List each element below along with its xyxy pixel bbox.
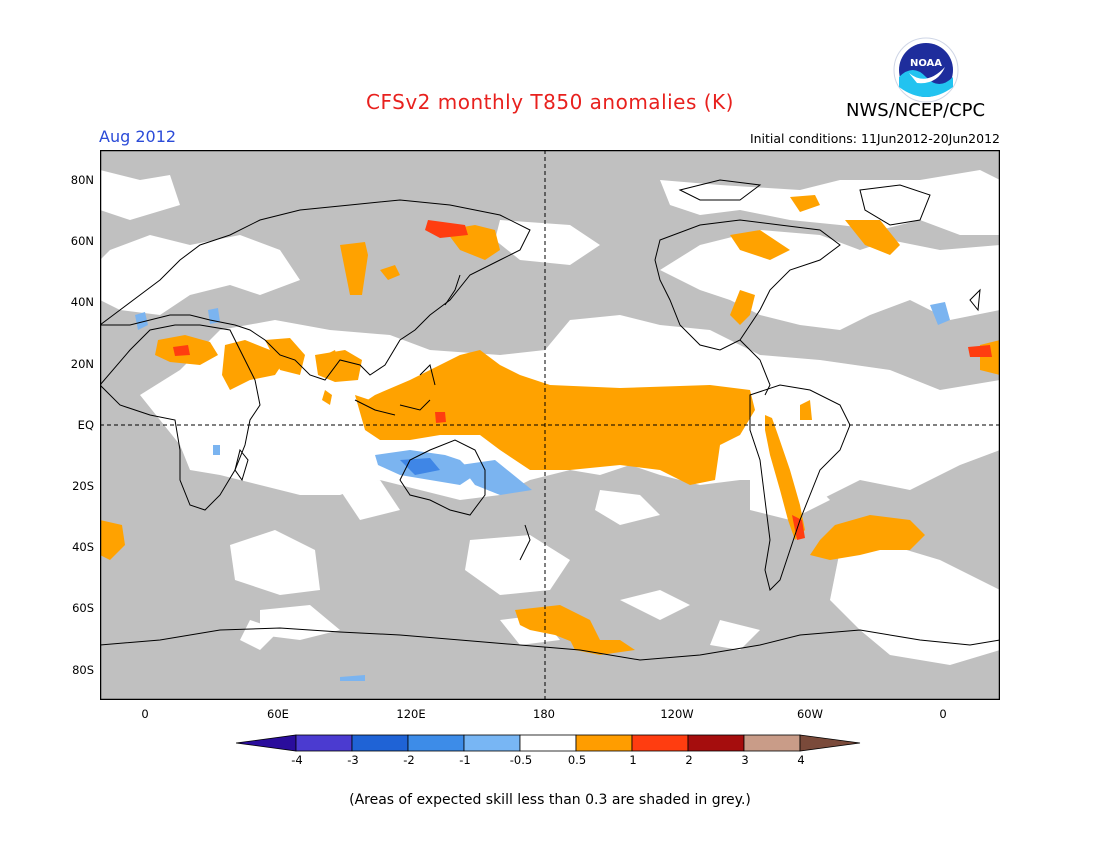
initial-conditions: Initial conditions: 11Jun2012-20Jun2012 (749, 131, 1000, 146)
lon-label-60e: 60E (267, 707, 289, 721)
noaa-logo: NOAA (893, 37, 959, 103)
colorbar-swatch (631, 734, 689, 752)
lat-label-40n: 40N (70, 295, 94, 309)
map-title: CFSv2 monthly T850 anomalies (K) (366, 90, 734, 114)
lon-label-60w: 60W (796, 707, 823, 721)
coastlines (100, 179, 1000, 661)
lat-label-80n: 80N (70, 173, 94, 187)
colorbar-swatch (575, 734, 633, 752)
anomaly-map (100, 150, 1000, 700)
colorbar-label: -3 (347, 753, 359, 767)
skill-note: (Areas of expected skill less than 0.3 a… (349, 792, 751, 808)
organization-label: NWS/NCEP/CPC (846, 100, 986, 121)
logo-text: NOAA (910, 58, 942, 69)
colorbar-arrow-left (236, 734, 297, 752)
colorbar (236, 734, 861, 752)
map-border (100, 150, 1000, 700)
lat-label-eq: EQ (77, 418, 94, 432)
colorbar-swatch (519, 734, 577, 752)
lon-label-0: 0 (141, 707, 149, 721)
colorbar-label: -4 (291, 753, 303, 767)
colorbar-label: 3 (741, 753, 749, 767)
colorbar-swatch (743, 734, 801, 752)
strong-positive-anomaly-regions (173, 220, 992, 540)
lat-label-20s: 20S (72, 479, 94, 493)
colorbar-swatch (351, 734, 409, 752)
colorbar-swatch (687, 734, 745, 752)
lon-label-120e: 120E (396, 707, 426, 721)
lon-label-120w: 120W (660, 707, 694, 721)
positive-anomaly-regions (100, 195, 1000, 655)
lon-label-0-east: 0 (939, 707, 947, 721)
colorbar-arrow-right (799, 734, 861, 752)
forecast-month: Aug 2012 (99, 127, 177, 146)
colorbar-label: 1 (629, 753, 637, 767)
lat-label-40s: 40S (72, 540, 94, 554)
colorbar-label: -1 (459, 753, 471, 767)
colorbar-label: 2 (685, 753, 693, 767)
colorbar-swatch (407, 734, 465, 752)
colorbar-label: 0.5 (567, 753, 587, 767)
negative-anomaly-regions (135, 302, 950, 681)
colorbar-label: -0.5 (509, 753, 533, 767)
lat-label-60s: 60S (72, 601, 94, 615)
lat-label-20n: 20N (70, 357, 94, 371)
colorbar-label: 4 (797, 753, 805, 767)
lon-label-180: 180 (533, 707, 555, 721)
lat-label-60n: 60N (70, 234, 94, 248)
colorbar-swatch (295, 734, 353, 752)
colorbar-label: -2 (403, 753, 415, 767)
colorbar-swatch (463, 734, 521, 752)
lat-label-80s: 80S (72, 663, 94, 677)
